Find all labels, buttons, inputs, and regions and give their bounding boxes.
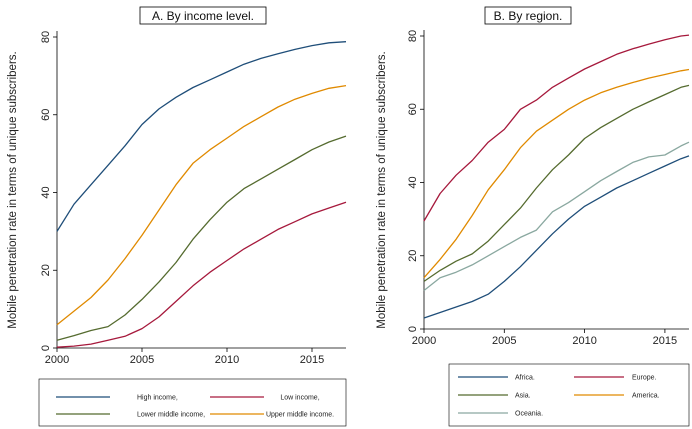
panel-b-legend: Africa. Europe. Asia. America. Oceania. [458,375,660,418]
legend-label: Low income, [280,395,319,402]
y-tick-label: 40 [40,186,52,198]
legend-label: Upper middle income. [266,412,334,419]
y-tick-label: 40 [407,176,419,188]
legend-label: High income, [137,395,178,402]
series-line-upper-middle-income [56,84,347,326]
x-tick-label: 2010 [572,335,596,347]
y-tick-label: 0 [407,326,419,332]
y-tick-label: 80 [40,31,52,43]
y-tick-label: 60 [407,103,419,115]
legend-label: America. [632,393,660,400]
series-line-africa [423,155,690,319]
x-tick-label: 2015 [300,354,324,366]
panel-b-title: B. By region. [494,9,563,23]
legend-label: Africa. [515,375,535,382]
panel-a-title: A. By income level. [152,9,254,23]
series-line-high-income [56,41,347,232]
series-line-low-income [56,201,347,348]
x-tick-label: 2000 [45,354,69,366]
x-tick-label: 2005 [492,335,516,347]
series-line-oceania [423,141,690,292]
panel-a-title-box [139,6,267,25]
panel-a-legend: High income, Low income, Lower middle inco… [56,395,334,419]
series-line-europe [423,34,690,222]
x-tick-label: 2000 [412,335,436,347]
panel-b-region: B. By region. Mobile penetration rate in… [376,6,690,427]
panel-a-legend-box [38,378,347,427]
y-tick-label: 60 [40,109,52,121]
panel-b-title-box [484,6,572,25]
y-tick-label: 80 [407,30,419,42]
series-line-asia [423,84,690,282]
x-tick-label: 2010 [215,354,239,366]
series-line-america [423,68,690,279]
legend-label: Oceania. [515,411,543,418]
panel-a-plot: 0 20 40 60 80 2000 2005 2010 2015 [40,31,347,366]
y-tick-label: 20 [40,264,52,276]
panel-a-y-axis-label: Mobile penetration rate in terms of uniq… [7,51,19,328]
panel-a-income: A. By income level. Mobile penetration r… [7,6,347,427]
y-tick-label: 20 [407,250,419,262]
x-tick-label: 2005 [130,354,154,366]
y-tick-label: 0 [40,345,52,351]
panel-b-plot: 0 20 40 60 80 2000 2005 2010 2015 [407,30,690,347]
legend-label: Asia. [515,393,531,400]
legend-label: Europe. [632,375,657,382]
legend-label: Lower middle income, [137,412,205,419]
x-tick-label: 2015 [653,335,677,347]
series-line-lower-middle-income [56,135,347,341]
panel-b-y-axis-label: Mobile penetration rate in terms of uniq… [376,51,388,328]
